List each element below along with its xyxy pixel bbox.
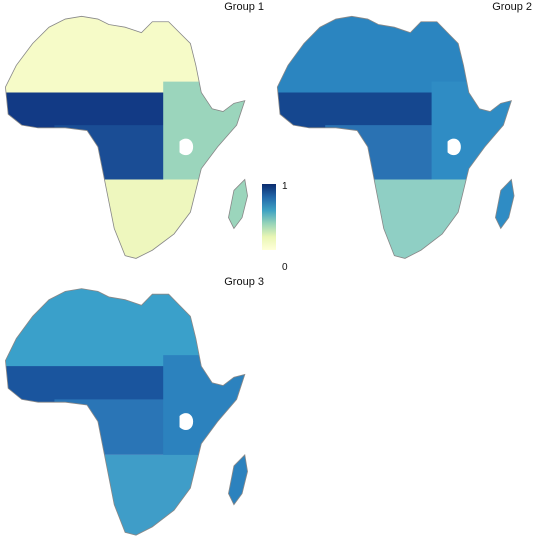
- africa-map-group-3: [5, 288, 248, 536]
- lake-victoria: [179, 413, 194, 431]
- east-region: [163, 355, 245, 466]
- east-region: [163, 81, 245, 191]
- north-region: [5, 16, 245, 98]
- map-panel-group-3: Group 3: [0, 272, 272, 549]
- africa-outline: [5, 15, 246, 259]
- map-panel-group-2: Group 2: [272, 0, 538, 272]
- map-panel-group-1: Group 1: [0, 0, 272, 272]
- madagascar: [228, 453, 248, 506]
- africa-outline: [276, 15, 513, 259]
- lake-victoria: [447, 138, 461, 156]
- color-scale-bar: [262, 184, 276, 250]
- east-region: [431, 81, 512, 191]
- lake-victoria: [179, 138, 194, 156]
- madagascar: [495, 178, 515, 230]
- legend-min-label: 0: [282, 262, 288, 273]
- group-1-label: Group 1: [224, 1, 264, 13]
- madagascar: [228, 178, 248, 230]
- africa-map-group-2: [276, 15, 515, 259]
- africa-map-group-1: [5, 15, 248, 259]
- africa-outline: [5, 288, 246, 536]
- color-scale-legend: 1 0: [262, 181, 292, 274]
- group-2-label: Group 2: [492, 1, 532, 13]
- legend-max-label: 1: [282, 181, 288, 192]
- north-region: [277, 16, 512, 98]
- group-3-label: Group 3: [224, 276, 264, 288]
